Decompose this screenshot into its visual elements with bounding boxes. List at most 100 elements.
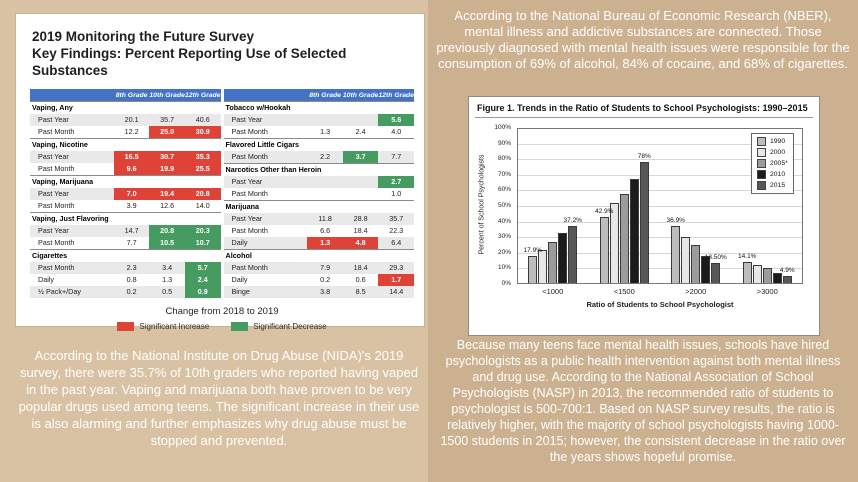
change-legend-label: Significant Decrease xyxy=(253,322,327,331)
grade-column-header: 10th Grade xyxy=(149,89,185,102)
bar-2005*-<1000 xyxy=(548,241,558,284)
substance-value-cell: 0.9 xyxy=(184,286,221,298)
chart-title: Figure 1. Trends in the Ratio of Student… xyxy=(475,101,813,118)
substance-value-cell: 7.9 xyxy=(307,262,343,274)
substance-value-cell: 2.4 xyxy=(355,127,366,136)
bar-2015->3000 xyxy=(782,276,792,284)
bar-2005*-<1500 xyxy=(619,193,629,284)
substance-value-cell: 25.0 xyxy=(149,126,185,139)
substance-data-row: Past Month 6.6 18.4 22.3 xyxy=(224,225,415,237)
grade-column-header: 12th Grade xyxy=(184,89,221,102)
mtf-survey-card: 2019 Monitoring the Future Survey Key Fi… xyxy=(16,14,424,331)
substance-data-row: Past Year 2.7 xyxy=(223,176,414,188)
substance-value-cell: 19.9 xyxy=(149,163,185,176)
change-caption: Change from 2018 to 2019 xyxy=(165,306,279,317)
timeframe-label: Past Year xyxy=(30,225,114,237)
substance-data-row: Past Year 11.8 28.8 35.7 xyxy=(223,213,414,225)
chart-legend-entry: 2015 xyxy=(757,181,788,190)
substance-value-cell: 3.8 xyxy=(307,286,343,298)
gridline xyxy=(517,128,803,129)
chart-legend-label: 2000 xyxy=(770,149,786,156)
substance-value-cell: 29.3 xyxy=(378,262,414,274)
substance-value-cell: 9.6 xyxy=(113,163,150,176)
survey-title: 2019 Monitoring the Future Survey Key Fi… xyxy=(32,28,414,79)
substance-data-row: Past Year 5.6 xyxy=(223,114,414,126)
substance-section-label: Vaping, Just Flavoring xyxy=(30,212,221,225)
substance-section-row: Vaping, Any xyxy=(30,101,221,114)
substance-value-cell: 2.3 xyxy=(113,262,150,274)
substance-value-cell: 1.7 xyxy=(378,274,414,286)
substance-value-cell: 1.0 xyxy=(391,189,402,198)
substance-value-cell xyxy=(307,114,343,126)
table-corner-cell xyxy=(30,89,114,102)
decrease-swatch-icon xyxy=(231,322,249,331)
substance-value-cell: 2.4 xyxy=(184,274,221,286)
substance-section-row: Narcotics Other than Heroin xyxy=(223,163,414,176)
substance-value-cell: 1.3 xyxy=(307,237,343,250)
bar-1990->2000 xyxy=(671,226,681,284)
y-axis-tick-label: 60% xyxy=(497,186,511,194)
bar-2010->3000 xyxy=(772,273,782,284)
substance-table-left: 8th Grade 10th Grade 12th Grade Vaping, Any… xyxy=(30,89,221,298)
bar-data-label: 36.9% xyxy=(666,217,685,225)
substance-value-cell: 4.8 xyxy=(342,237,379,250)
x-axis-title: Ratio of Students to School Psychologist xyxy=(586,300,734,309)
substance-value-cell: 20.8 xyxy=(149,225,185,237)
substance-value-cell: 30.9 xyxy=(184,126,221,139)
substance-section-label: Vaping, Any xyxy=(30,101,221,114)
y-axis-tick-label: 80% xyxy=(497,155,511,163)
substance-data-row: Past Year 14.7 20.8 20.3 xyxy=(30,225,221,237)
substance-data-row: Daily 0.8 1.3 2.4 xyxy=(30,274,221,286)
substance-section-label: Vaping, Marijuana xyxy=(30,175,221,188)
substance-value-cell xyxy=(342,176,379,188)
grade-column-header: 10th Grade xyxy=(342,89,379,102)
substance-section-row: Tobacco w/Hookah xyxy=(223,101,414,114)
y-axis-tick-label: 0% xyxy=(501,280,511,287)
substance-data-row: Binge 3.8 8.5 14.4 xyxy=(223,286,414,298)
substance-value-cell: 0.2 xyxy=(320,275,331,284)
substance-value-cell: 7.7 xyxy=(126,238,137,247)
bar-1990-<1000 xyxy=(528,256,538,284)
chart-area: 0% 10% 20% 30% 40% 50% 60% 70% 80% 90% 100% <1000 <1… xyxy=(475,120,813,318)
substance-value-cell: 5.7 xyxy=(184,262,221,274)
substance-data-row: Daily 0.2 0.6 1.7 xyxy=(224,274,414,286)
gridline xyxy=(517,268,803,270)
x-axis-category-label: <1000 xyxy=(542,287,564,296)
substance-section-row: Vaping, Just Flavoring xyxy=(30,212,221,225)
y-axis-tick-label: 50% xyxy=(497,202,511,209)
substance-data-row: Past Year 16.5 30.7 35.3 xyxy=(30,151,221,163)
timeframe-label: Past Month xyxy=(38,127,75,136)
grade-column-header: 8th Grade xyxy=(113,89,150,102)
series-swatch-icon xyxy=(757,181,766,190)
timeframe-label: Past Month xyxy=(231,226,268,235)
substance-value-cell: 8.5 xyxy=(342,286,379,298)
substance-section-label: Narcotics Other than Heroin xyxy=(223,163,414,176)
timeframe-label: Past Year xyxy=(223,213,308,225)
substance-value-cell: 25.5 xyxy=(184,163,221,176)
chart-legend-entry: 1990 xyxy=(757,137,788,146)
substance-value-cell: 2.7 xyxy=(378,176,414,188)
chart-legend-label: 2010 xyxy=(770,171,786,178)
nida-paragraph: According to the National Institute on D… xyxy=(18,348,420,448)
bar-2000->2000 xyxy=(681,237,691,284)
substance-value-cell: 20.1 xyxy=(113,114,150,126)
substance-section-row: Cigarettes xyxy=(30,249,221,262)
substance-value-cell: 0.8 xyxy=(126,275,137,284)
chart-legend-entry: 2005* xyxy=(757,159,788,168)
substance-value-cell: 35.7 xyxy=(149,114,185,126)
substance-section-label: Flavored Little Cigars xyxy=(223,138,414,151)
bar-data-label: 42.9% xyxy=(595,208,614,216)
substance-data-row: Past Month 9.6 19.9 25.5 xyxy=(30,163,221,176)
gridline xyxy=(517,174,803,176)
substance-data-row: Past Year 20.1 35.7 40.6 xyxy=(30,114,221,126)
gridline xyxy=(517,143,803,145)
substance-value-cell: 6.6 xyxy=(320,226,331,235)
y-axis-tick-label: 70% xyxy=(497,170,511,178)
substance-value-cell: 11.8 xyxy=(307,213,343,225)
substance-data-row: Past Month 1.0 xyxy=(224,188,415,201)
substance-value-cell: 20.8 xyxy=(184,188,221,200)
bar-2015-<1500 xyxy=(639,162,649,284)
bar-data-label: 37.2% xyxy=(563,216,582,224)
bar-1990-<1500 xyxy=(599,217,609,284)
